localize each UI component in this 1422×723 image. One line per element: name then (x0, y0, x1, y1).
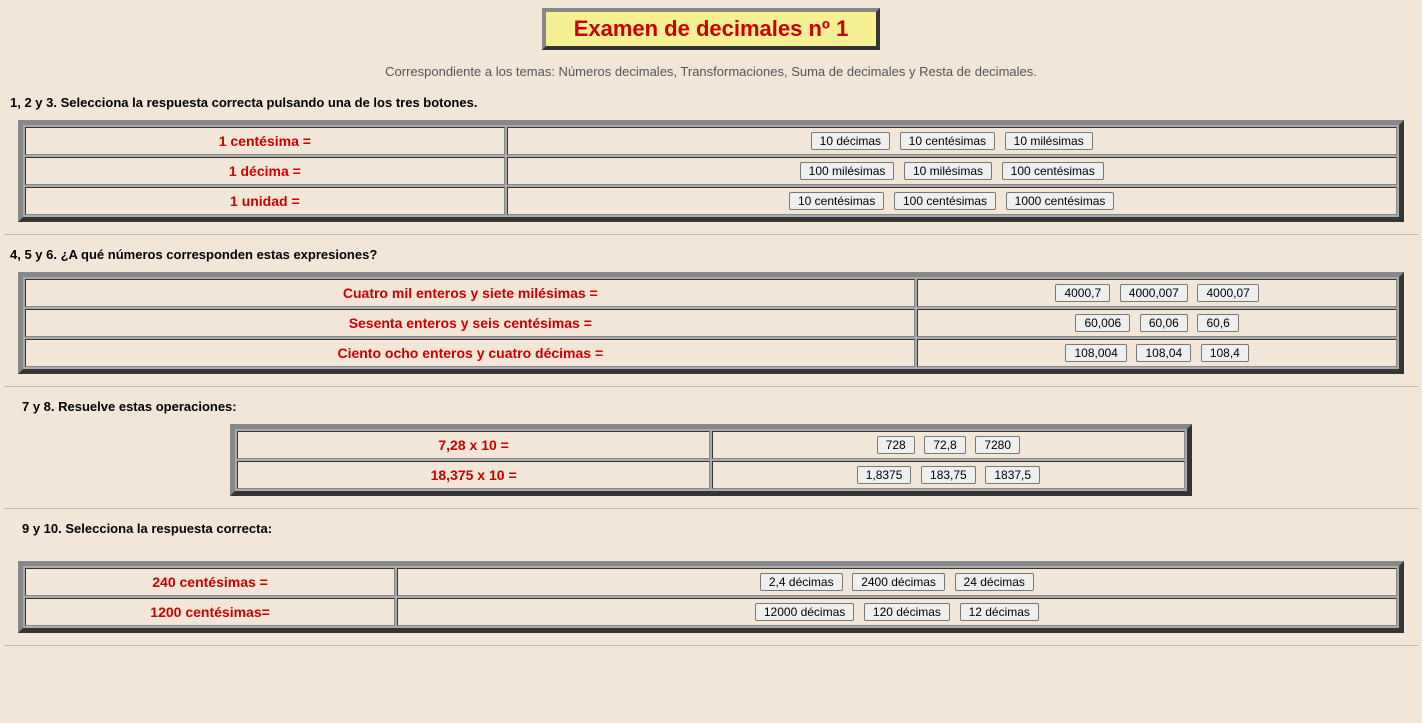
answer-option-button[interactable]: 60,006 (1075, 314, 1130, 332)
answer-option-button[interactable]: 72,8 (924, 436, 965, 454)
answer-option-button[interactable]: 108,4 (1201, 344, 1249, 362)
page-title: Examen de decimales nº 1 (574, 16, 849, 41)
question-prompt: 1 décima = (229, 163, 301, 179)
answer-option-button[interactable]: 7280 (975, 436, 1020, 454)
title-banner: Examen de decimales nº 1 (4, 8, 1418, 50)
section1-instruction: 1, 2 y 3. Selecciona la respuesta correc… (10, 95, 1418, 110)
question-prompt: Ciento ocho enteros y cuatro décimas = (337, 345, 603, 361)
answer-option-button[interactable]: 60,6 (1197, 314, 1238, 332)
answer-option-button[interactable]: 12000 décimas (755, 603, 854, 621)
section3-table: 7,28 x 10 = 728 72,8 7280 18,375 x 10 = … (230, 424, 1192, 496)
question-prompt: 240 centésimas = (152, 574, 268, 590)
subtitle: Correspondiente a los temas: Números dec… (4, 64, 1418, 79)
table-row: Ciento ocho enteros y cuatro décimas = 1… (25, 339, 1397, 367)
question-prompt: 18,375 x 10 = (431, 467, 517, 483)
question-prompt: Sesenta enteros y seis centésimas = (349, 315, 592, 331)
answer-option-button[interactable]: 100 centésimas (894, 192, 996, 210)
table-row: Sesenta enteros y seis centésimas = 60,0… (25, 309, 1397, 337)
section4-instruction: 9 y 10. Selecciona la respuesta correcta… (22, 521, 1418, 536)
question-prompt: 1200 centésimas= (150, 604, 269, 620)
answer-option-button[interactable]: 183,75 (921, 466, 976, 484)
answer-option-button[interactable]: 108,004 (1065, 344, 1126, 362)
table-row: 1 centésima = 10 décimas 10 centésimas 1… (25, 127, 1397, 155)
question-prompt: 1 centésima = (219, 133, 311, 149)
answer-option-button[interactable]: 10 milésimas (1005, 132, 1093, 150)
table-row: 18,375 x 10 = 1,8375 183,75 1837,5 (237, 461, 1185, 489)
table-row: 240 centésimas = 2,4 décimas 2400 décima… (25, 568, 1397, 596)
answer-option-button[interactable]: 12 décimas (960, 603, 1039, 621)
answer-option-button[interactable]: 10 centésimas (900, 132, 995, 150)
divider (4, 508, 1418, 509)
answer-option-button[interactable]: 100 centésimas (1002, 162, 1104, 180)
answer-option-button[interactable]: 24 décimas (955, 573, 1034, 591)
answer-option-button[interactable]: 108,04 (1136, 344, 1191, 362)
divider (4, 645, 1418, 646)
answer-option-button[interactable]: 2,4 décimas (760, 573, 843, 591)
question-prompt: 1 unidad = (230, 193, 300, 209)
answer-option-button[interactable]: 4000,07 (1197, 284, 1258, 302)
answer-option-button[interactable]: 10 centésimas (789, 192, 884, 210)
section3-instruction: 7 y 8. Resuelve estas operaciones: (22, 399, 1418, 414)
answer-option-button[interactable]: 728 (877, 436, 915, 454)
answer-option-button[interactable]: 10 milésimas (904, 162, 992, 180)
table-row: 7,28 x 10 = 728 72,8 7280 (237, 431, 1185, 459)
answer-option-button[interactable]: 10 décimas (811, 132, 890, 150)
title-box: Examen de decimales nº 1 (542, 8, 881, 50)
question-prompt: 7,28 x 10 = (438, 437, 508, 453)
answer-option-button[interactable]: 1000 centésimas (1006, 192, 1115, 210)
divider (4, 234, 1418, 235)
divider (4, 386, 1418, 387)
table-row: 1 unidad = 10 centésimas 100 centésimas … (25, 187, 1397, 215)
section4-table: 240 centésimas = 2,4 décimas 2400 décima… (18, 561, 1404, 633)
section1-table: 1 centésima = 10 décimas 10 centésimas 1… (18, 120, 1404, 222)
answer-option-button[interactable]: 2400 décimas (852, 573, 945, 591)
table-row: 1200 centésimas= 12000 décimas 120 décim… (25, 598, 1397, 626)
answer-option-button[interactable]: 1,8375 (857, 466, 912, 484)
section2-table: Cuatro mil enteros y siete milésimas = 4… (18, 272, 1404, 374)
table-row: Cuatro mil enteros y siete milésimas = 4… (25, 279, 1397, 307)
answer-option-button[interactable]: 4000,007 (1120, 284, 1188, 302)
answer-option-button[interactable]: 120 décimas (864, 603, 950, 621)
answer-option-button[interactable]: 1837,5 (985, 466, 1040, 484)
answer-option-button[interactable]: 100 milésimas (800, 162, 895, 180)
answer-option-button[interactable]: 4000,7 (1055, 284, 1110, 302)
section2-instruction: 4, 5 y 6. ¿A qué números corresponden es… (10, 247, 1418, 262)
table-row: 1 décima = 100 milésimas 10 milésimas 10… (25, 157, 1397, 185)
answer-option-button[interactable]: 60,06 (1140, 314, 1188, 332)
question-prompt: Cuatro mil enteros y siete milésimas = (343, 285, 598, 301)
